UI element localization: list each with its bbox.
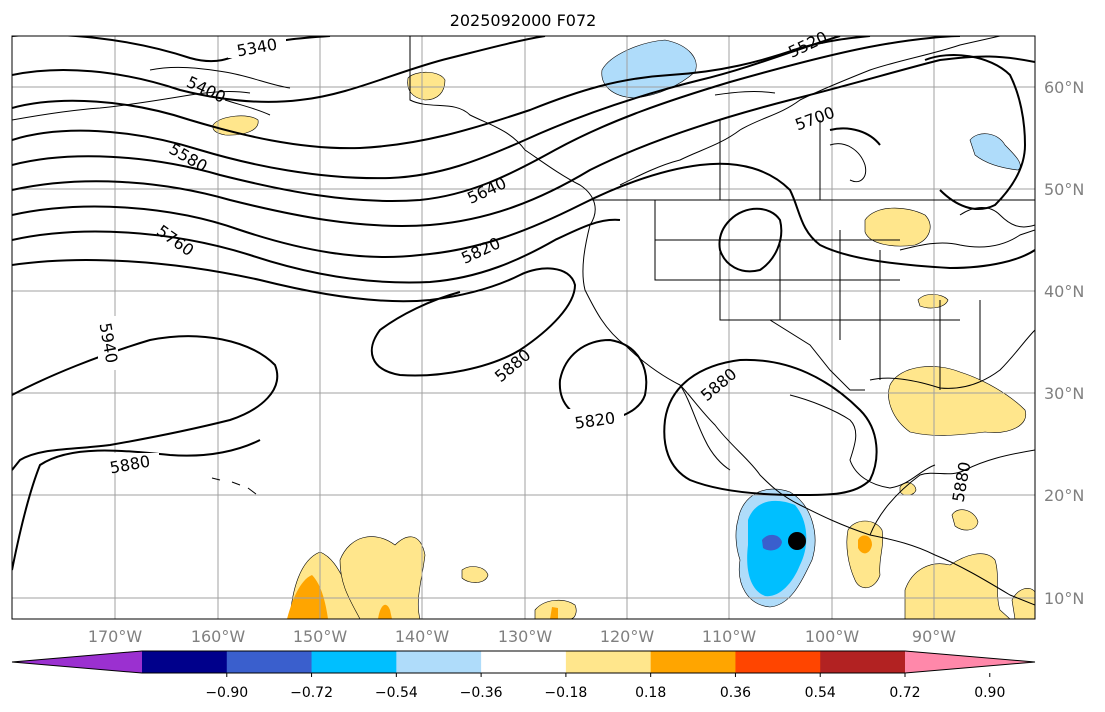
positive-anomaly-region [888, 366, 1027, 436]
positive-anomaly-region [1011, 587, 1035, 619]
coastlines [12, 36, 1035, 606]
graticule [12, 36, 1035, 619]
colorbar-ticks: −0.90 −0.72 −0.54 −0.36 −0.18 0.18 0.36 0.54 0.7… [205, 673, 1005, 701]
colorbar-segment [481, 651, 567, 673]
longitude-label: 90°W [912, 627, 956, 646]
colorbar-tick-label: 0.90 [974, 685, 1005, 701]
longitude-label: 170°W [88, 627, 143, 646]
strong-positive-anomaly-region [550, 607, 558, 619]
longitude-labels: 170°W 160°W 150°W 140°W 130°W 120°W 110°… [88, 627, 956, 646]
colorbar-outline [11, 650, 1036, 674]
colorbar-segment [820, 651, 906, 673]
longitude-label: 120°W [600, 627, 655, 646]
colorbar-tick-label: 0.72 [889, 685, 920, 701]
positive-anomaly-region [461, 566, 489, 583]
colorbar-tick-label: −0.54 [375, 685, 418, 701]
colorbar-tick-label: 0.18 [635, 685, 666, 701]
colorbar-tick-label: −0.18 [544, 685, 587, 701]
strong-positive-anomaly-region [287, 575, 328, 619]
colorbar [11, 650, 1036, 674]
latitude-label: 60°N [1044, 78, 1084, 97]
positive-anomaly-region [904, 553, 1011, 619]
latitude-label: 20°N [1044, 486, 1084, 505]
colorbar-extend-min [12, 651, 142, 673]
latitude-labels: 60°N 50°N 40°N 30°N 20°N 10°N [1044, 78, 1084, 608]
very-strong-negative-anomaly-region [762, 534, 782, 551]
colorbar-segment [396, 651, 482, 673]
height-contours [12, 36, 1035, 571]
latitude-label: 10°N [1044, 589, 1084, 608]
longitude-label: 160°W [191, 627, 246, 646]
positive-anomaly-region [951, 509, 979, 531]
colorbar-segment [565, 651, 652, 673]
positive-anomaly-region [864, 207, 931, 247]
latitude-label: 50°N [1044, 180, 1084, 199]
map-frame [11, 35, 1036, 620]
longitude-label: 140°W [395, 627, 450, 646]
longitude-label: 150°W [293, 627, 348, 646]
longitude-label: 110°W [702, 627, 757, 646]
longitude-label: 130°W [498, 627, 553, 646]
colorbar-segment [650, 651, 736, 673]
strong-positive-anomaly-region [378, 604, 392, 619]
longitude-label: 100°W [805, 627, 860, 646]
strong-positive-anomaly-region [858, 535, 872, 554]
colorbar-segment [226, 651, 313, 673]
positive-anomaly-region [407, 71, 446, 101]
colorbar-tick-label: 0.36 [720, 685, 751, 701]
map-title: 2025092000 F072 [450, 11, 597, 30]
colorbar-tick-label: −0.72 [290, 685, 333, 701]
latitude-label: 40°N [1044, 282, 1084, 301]
colorbar-segment [142, 651, 228, 673]
colorbar-tick-label: −0.36 [460, 685, 503, 701]
latitude-label: 30°N [1044, 384, 1084, 403]
colorbar-tick-label: 0.54 [805, 685, 836, 701]
anomaly-shading [212, 39, 1035, 619]
storm-position-marker [788, 532, 806, 550]
colorbar-extend-max [905, 651, 1035, 673]
positive-anomaly-region [846, 520, 883, 588]
colorbar-tick-label: −0.90 [205, 685, 248, 701]
colorbar-segment [735, 651, 821, 673]
colorbar-segment [311, 651, 397, 673]
negative-anomaly-region [969, 133, 1021, 171]
